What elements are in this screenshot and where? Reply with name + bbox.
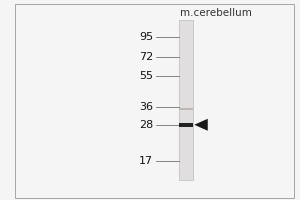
Text: 72: 72	[139, 52, 153, 62]
Text: 28: 28	[139, 120, 153, 130]
Text: 55: 55	[139, 71, 153, 81]
FancyBboxPatch shape	[179, 108, 193, 110]
Text: m.cerebellum: m.cerebellum	[180, 8, 252, 18]
Text: 36: 36	[139, 102, 153, 112]
FancyBboxPatch shape	[179, 123, 193, 127]
Text: 95: 95	[139, 32, 153, 42]
Polygon shape	[194, 119, 208, 131]
FancyBboxPatch shape	[179, 20, 193, 180]
Text: 17: 17	[139, 156, 153, 166]
